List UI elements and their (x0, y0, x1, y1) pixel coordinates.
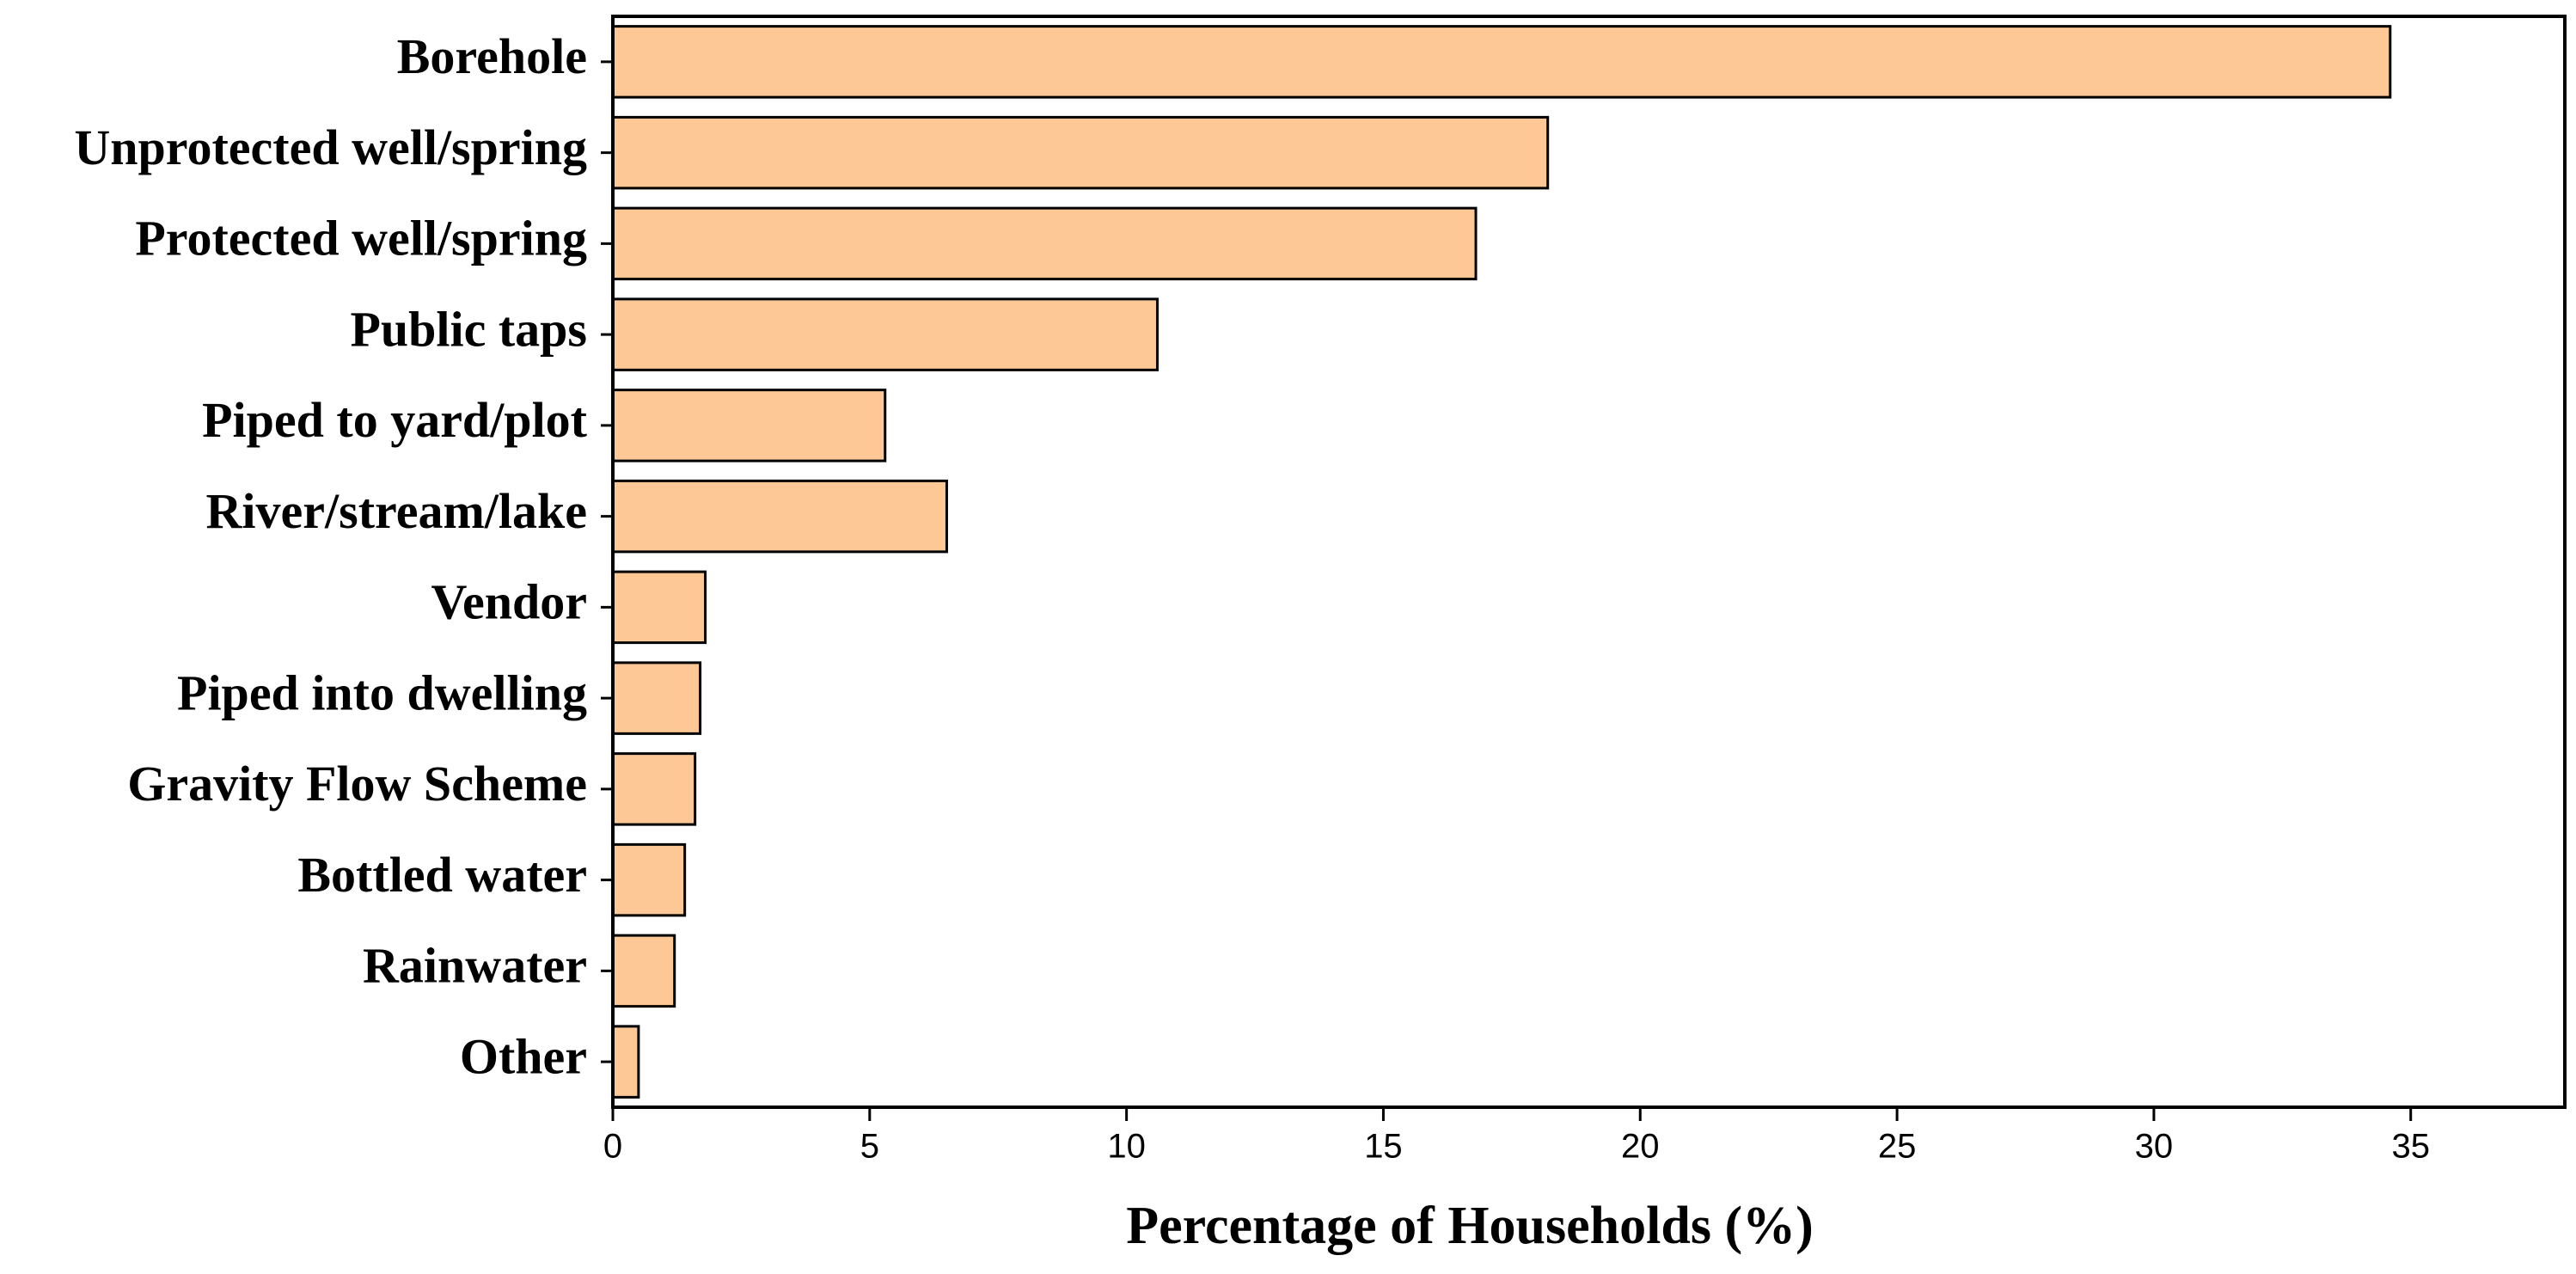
y-tick-label: Borehole (397, 28, 587, 84)
y-tick-label: Piped into dwelling (177, 665, 587, 720)
x-tick-label: 20 (1621, 1128, 1660, 1166)
y-tick-label: Protected well/spring (135, 211, 587, 266)
bar (611, 297, 1159, 371)
bar (611, 1025, 640, 1099)
y-tick-label: Bottled water (297, 847, 587, 903)
y-tick-label: Unprotected well/spring (74, 119, 587, 175)
bar (611, 115, 1550, 190)
y-tick-label: Piped to yard/plot (202, 392, 588, 448)
x-tick-label: 25 (1878, 1128, 1917, 1166)
bar (611, 752, 697, 826)
y-tick-label: River/stream/lake (206, 483, 587, 539)
plot-frame (611, 15, 2567, 1109)
bar (611, 206, 1478, 281)
x-tick-label: 10 (1107, 1128, 1146, 1166)
x-tick-label: 5 (860, 1128, 879, 1166)
bar (611, 25, 2392, 99)
y-tick-label: Other (460, 1028, 587, 1084)
bar (611, 479, 948, 554)
x-tick-label: 35 (2391, 1128, 2430, 1166)
x-tick-label: 15 (1364, 1128, 1403, 1166)
bar (611, 389, 887, 462)
x-tick-label: 0 (603, 1128, 622, 1166)
bar (611, 661, 702, 735)
y-tick-label: Vendor (431, 574, 587, 630)
y-tick-label: Rainwater (363, 938, 587, 994)
bar (611, 934, 676, 1008)
y-tick-label: Gravity Flow Scheme (127, 756, 587, 812)
y-tick-label: Public taps (350, 301, 587, 357)
x-axis-label: Percentage of Households (%) (1126, 1197, 1814, 1255)
bar (611, 570, 707, 645)
bar (611, 842, 687, 917)
x-tick-label: 30 (2135, 1128, 2174, 1166)
